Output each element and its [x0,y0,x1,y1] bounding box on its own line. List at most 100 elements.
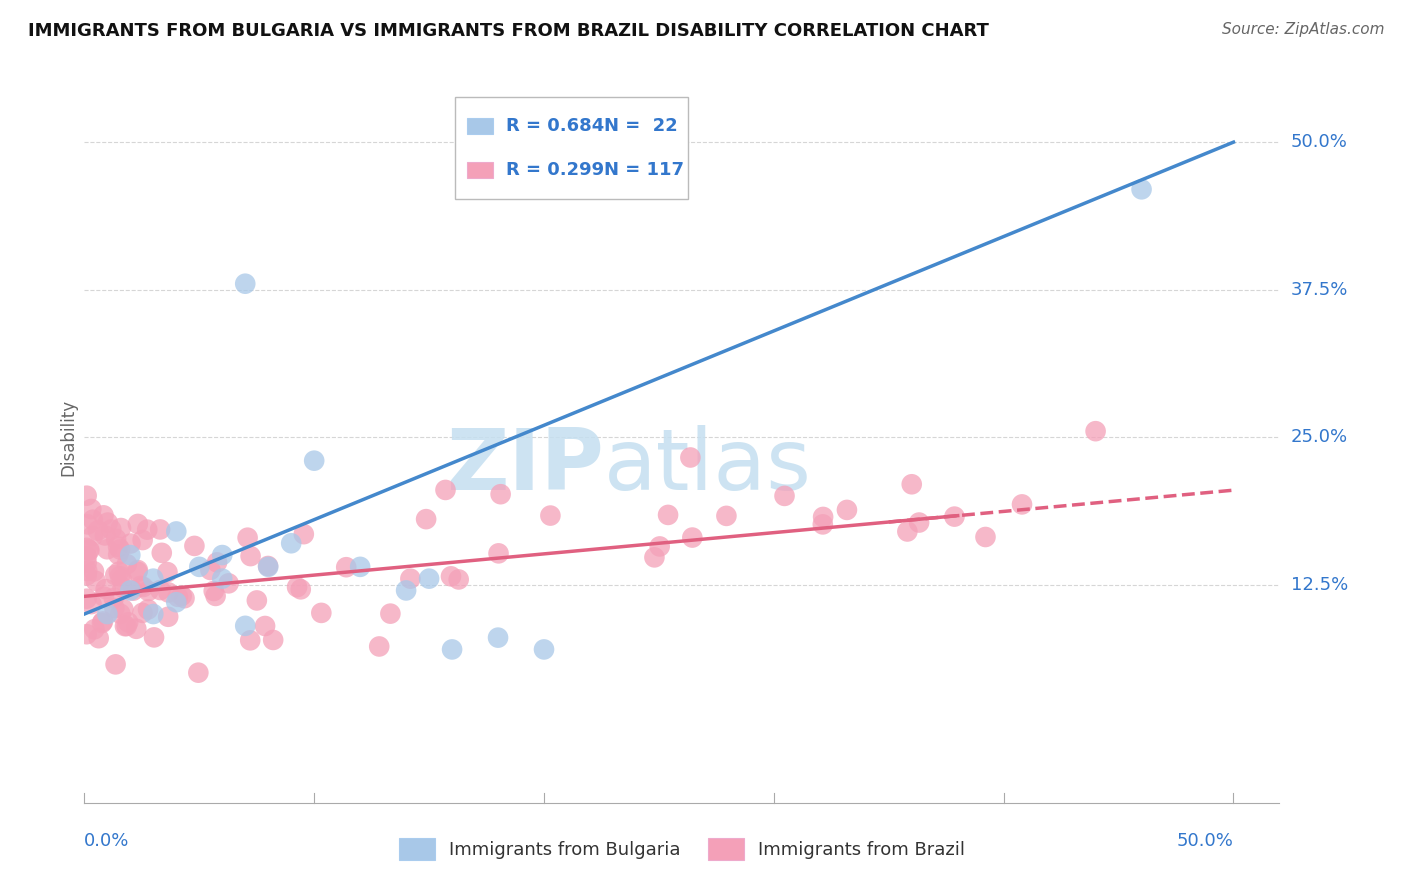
Point [395,583,418,598]
Point [434,483,457,497]
Text: N = 117: N = 117 [605,161,685,179]
Point [125,622,148,636]
Point [132,580,155,594]
Point [157,585,180,599]
Point [486,631,509,645]
Point [76,489,98,503]
Point [773,489,796,503]
Point [415,512,437,526]
Point [136,523,159,537]
Point [908,516,931,530]
Point [80,597,103,611]
Text: R = 0.684: R = 0.684 [506,117,605,136]
Point [120,536,142,550]
Point [150,546,173,560]
Point [1084,424,1107,438]
Legend: Immigrants from Bulgaria, Immigrants from Brazil: Immigrants from Bulgaria, Immigrants fro… [391,830,973,867]
Point [368,640,391,654]
Point [900,477,922,491]
Point [835,503,858,517]
Point [76,591,98,606]
Point [79,543,101,558]
Point [96,542,118,557]
Point [188,559,211,574]
Point [262,632,284,647]
Point [211,548,233,562]
Point [1130,182,1153,196]
Point [643,550,665,565]
Text: 37.5%: 37.5% [1291,281,1348,299]
Point [399,572,422,586]
Point [111,581,134,595]
Point [120,548,142,562]
Point [349,559,371,574]
Point [335,560,357,574]
Point [183,539,205,553]
Point [489,487,512,501]
Text: ZIP: ZIP [447,425,605,508]
Text: R = 0.299: R = 0.299 [506,161,605,179]
Point [233,619,256,633]
Point [115,619,138,633]
Point [236,531,259,545]
Y-axis label: Disability: Disability [59,399,77,475]
Point [107,540,129,554]
FancyBboxPatch shape [467,162,494,178]
Point [76,568,98,582]
Point [76,556,98,570]
Point [211,572,233,586]
Point [205,555,228,569]
Text: N =  22: N = 22 [605,117,678,136]
Point [127,563,149,577]
Point [143,631,166,645]
Point [97,516,120,530]
Text: IMMIGRANTS FROM BULGARIA VS IMMIGRANTS FROM BRAZIL DISABILITY CORRELATION CHART: IMMIGRANTS FROM BULGARIA VS IMMIGRANTS F… [28,22,988,40]
Point [103,601,125,615]
Point [120,583,142,598]
Point [165,595,187,609]
Point [218,576,240,591]
Point [811,510,834,524]
Point [112,602,135,616]
Point [94,528,117,542]
Point [657,508,679,522]
Point [136,602,159,616]
Point [105,532,128,546]
Point [76,541,98,555]
Point [108,569,131,583]
Point [254,619,277,633]
Point [87,631,110,645]
Point [246,593,269,607]
Text: 50.0%: 50.0% [1177,832,1233,850]
Point [165,524,187,539]
Point [110,521,132,535]
Point [82,513,104,527]
Text: atlas: atlas [605,425,813,508]
Point [974,530,997,544]
Point [811,517,834,532]
Point [108,565,131,579]
Point [896,524,918,539]
Point [122,583,145,598]
FancyBboxPatch shape [456,97,688,200]
Point [80,502,103,516]
Point [202,584,225,599]
Point [200,563,222,577]
Point [127,565,149,579]
Point [84,574,107,588]
Point [233,277,256,291]
Point [117,615,139,630]
Point [76,517,98,532]
Point [129,579,152,593]
Point [93,590,115,604]
Point [136,584,159,599]
Point [83,622,105,636]
Point [103,591,125,605]
Point [239,633,262,648]
Point [292,527,315,541]
Point [943,509,966,524]
Point [77,542,100,557]
Point [380,607,402,621]
Point [142,607,165,621]
Point [204,589,226,603]
